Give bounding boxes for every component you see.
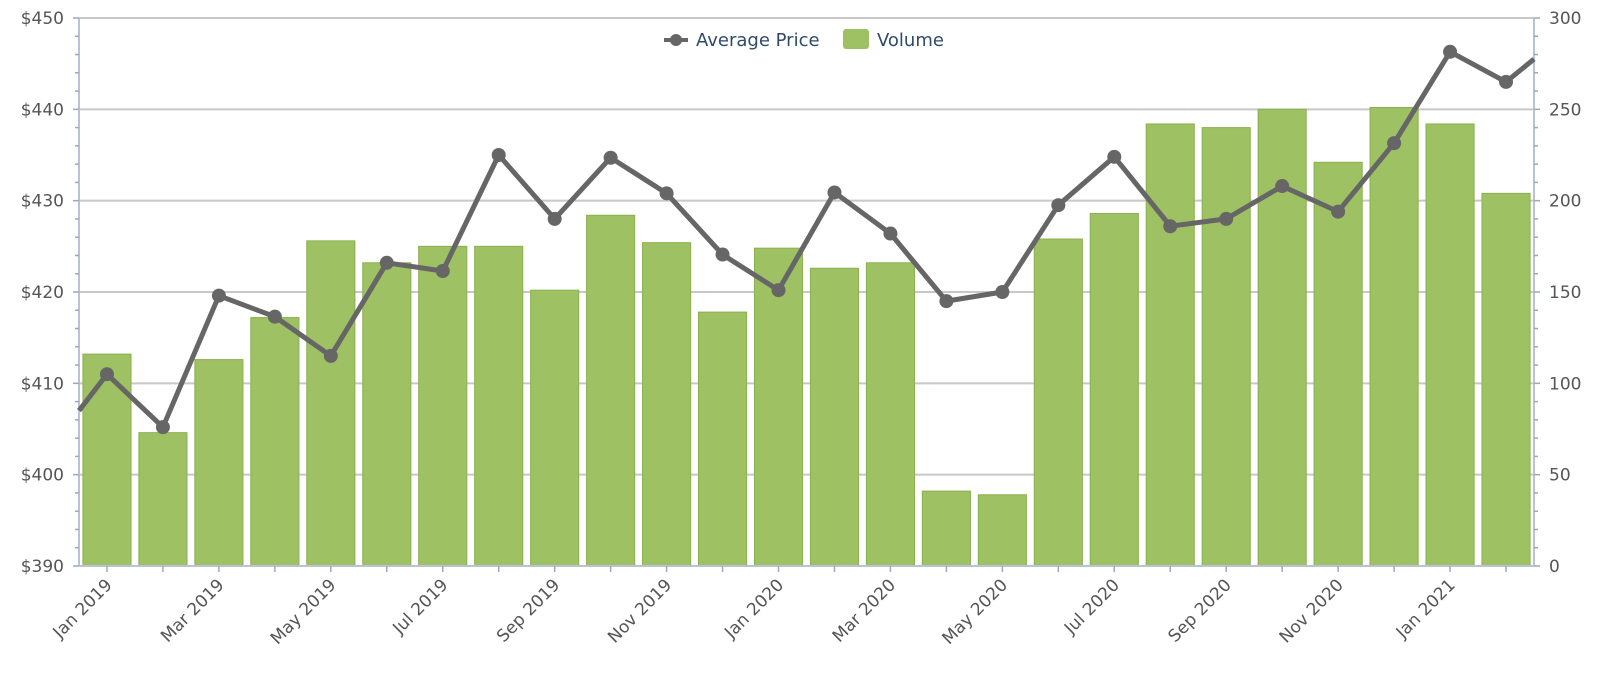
average-price-point [1499, 74, 1514, 89]
legend-volume-swatch-icon[interactable] [843, 29, 869, 49]
left-axis-tick-label: $400 [21, 466, 64, 486]
average-price-point [1275, 179, 1290, 194]
x-axis-tick-label: Sep 2020 [1165, 575, 1236, 646]
average-price-point [939, 294, 954, 309]
average-price-point [883, 226, 898, 241]
right-axis-tick-label: 250 [1549, 100, 1581, 120]
x-axis-tick-label: Nov 2020 [1276, 575, 1348, 647]
volume-bar [977, 494, 1027, 567]
volume-bar [530, 289, 580, 567]
volume-bar [362, 262, 412, 567]
legend-volume-label[interactable]: Volume [877, 30, 944, 51]
average-price-point [211, 288, 226, 303]
x-axis-tick-label: Mar 2019 [157, 575, 228, 646]
volume-bar [809, 267, 860, 567]
volume-bar [138, 432, 188, 567]
average-price-point [1331, 204, 1346, 219]
x-axis-tick-label: May 2020 [938, 575, 1011, 648]
average-price-line-path [77, 49, 1536, 430]
right-axis-tick-label: 50 [1549, 466, 1571, 486]
x-axis-tick-label: Jan 2021 [1392, 575, 1460, 643]
average-price-point [1107, 149, 1122, 164]
average-price-point [1387, 136, 1402, 151]
x-axis-tick-label: Sep 2019 [493, 575, 564, 646]
volume-bar [1201, 127, 1251, 567]
x-axis-tick-label: Jul 2020 [1060, 575, 1124, 639]
volume-bar [306, 240, 356, 567]
x-axis-tick-label: Jul 2019 [389, 575, 453, 639]
volume-bar [1369, 107, 1419, 567]
volume-bar [1313, 161, 1363, 567]
volume-bar [250, 317, 300, 567]
average-price-point [267, 309, 282, 324]
volume-bar [865, 262, 916, 567]
volume-bar [1089, 212, 1139, 567]
legend-average-price-label[interactable]: Average Price [696, 30, 820, 51]
x-axis-tick-label: Jan 2020 [720, 575, 788, 643]
volume-bar [1033, 238, 1083, 567]
right-axis-tick-label: 150 [1549, 283, 1581, 303]
volume-bar [1257, 108, 1307, 567]
average-price-point [379, 255, 394, 270]
volume-bar [1425, 123, 1475, 567]
volume-bar [586, 214, 636, 567]
average-price-point [659, 186, 674, 201]
x-axis-tick-label: Nov 2019 [604, 575, 676, 647]
left-axis-tick-label: $450 [21, 9, 64, 29]
volume-bar [194, 359, 244, 567]
volume-bar [697, 311, 748, 567]
legend: Average Price Volume [664, 29, 944, 51]
average-price-point [827, 185, 842, 200]
average-price-point [1443, 44, 1458, 59]
average-price-point [715, 247, 730, 262]
average-price-point [1163, 219, 1178, 234]
left-axis-tick-label: $430 [21, 192, 64, 212]
right-axis-tick-label: 0 [1549, 557, 1560, 577]
legend-average-price-marker-icon[interactable] [670, 34, 682, 46]
volume-bar [642, 242, 692, 567]
average-price-line [77, 44, 1536, 435]
right-axis-tick-label: 200 [1549, 192, 1581, 212]
right-axis-tick-label: 300 [1549, 9, 1581, 29]
average-price-point [323, 348, 338, 363]
average-price-point [99, 367, 114, 382]
average-price-point [603, 150, 618, 165]
x-axis-tick-label: Mar 2020 [829, 575, 900, 646]
x-axis-tick-label: May 2019 [267, 575, 340, 648]
volume-bar [753, 247, 804, 567]
left-axis-tick-label: $390 [21, 557, 64, 577]
x-axis-tick-label: Jan 2019 [49, 575, 117, 643]
volume-bar [1481, 192, 1531, 567]
volume-bar [418, 245, 468, 567]
average-price-point [547, 211, 562, 226]
left-axis-tick-label: $410 [21, 374, 64, 394]
average-price-point [1051, 198, 1066, 213]
volume-bar [921, 490, 971, 567]
volume-bar [1145, 123, 1195, 567]
volume-bar [474, 245, 524, 567]
volume-bars [82, 107, 1531, 567]
average-price-point [435, 263, 450, 278]
left-axis-tick-label: $440 [21, 100, 64, 120]
volume-bar [82, 353, 132, 567]
right-axis-tick-label: 100 [1549, 374, 1581, 394]
average-price-point [771, 283, 786, 298]
average-price-point [155, 420, 170, 435]
average-price-point [491, 148, 506, 162]
left-axis-tick-label: $420 [21, 283, 64, 303]
average-price-point [995, 285, 1010, 299]
average-price-point [1219, 211, 1234, 226]
